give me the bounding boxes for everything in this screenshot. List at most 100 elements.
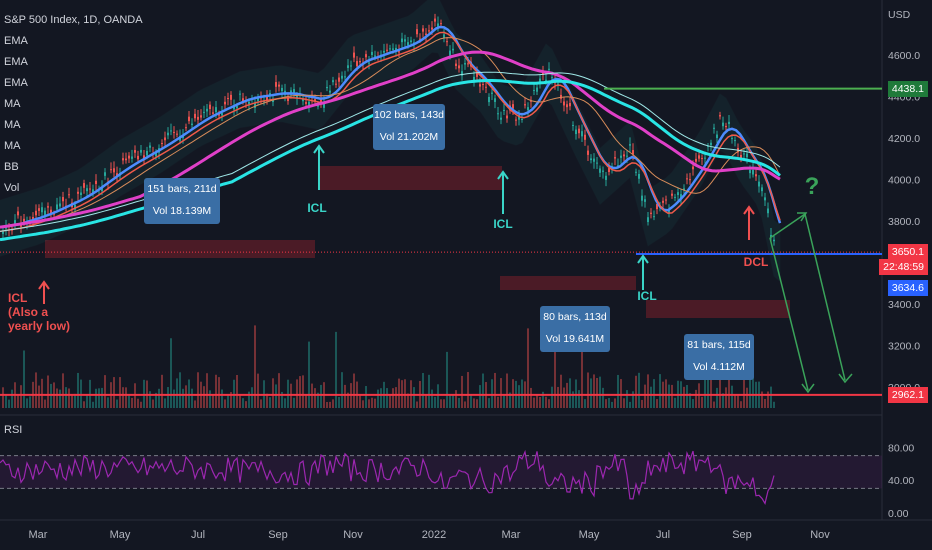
indicator-ema-3[interactable]: EMA: [4, 77, 28, 89]
volume-bar: [530, 387, 532, 408]
candle-body: [647, 217, 649, 223]
candle-body: [755, 174, 757, 177]
candle-body: [329, 90, 331, 93]
volume-bar: [749, 372, 751, 408]
candle-body: [125, 158, 127, 161]
volume-bar: [467, 372, 469, 408]
candle-body: [461, 71, 463, 76]
volume-bar: [563, 387, 565, 408]
candle-body: [374, 55, 376, 57]
candle-body: [506, 115, 508, 119]
volume-bar: [551, 386, 553, 408]
candle-body: [731, 138, 733, 140]
volume-bar: [80, 379, 82, 408]
candle-body: [545, 79, 547, 81]
candle-body: [41, 207, 43, 213]
indicator-ma-1[interactable]: MA: [4, 98, 21, 110]
volume-bar: [473, 398, 475, 408]
indicator-ma-3[interactable]: MA: [4, 140, 21, 152]
countdown-label: 22:48:59: [879, 259, 928, 275]
volume-bar: [479, 385, 481, 408]
volume-bar: [35, 372, 37, 408]
range-box-1[interactable]: 151 bars, 211d Vol 18.139M: [144, 178, 220, 224]
candle-body: [50, 209, 52, 214]
volume-bar: [74, 393, 76, 408]
candle-body: [704, 157, 706, 159]
candle-body: [638, 174, 640, 179]
volume-bar: [197, 372, 199, 408]
volume-bar: [392, 388, 394, 408]
candle-body: [527, 107, 529, 111]
candle-body: [569, 103, 571, 107]
candle-body: [191, 123, 193, 125]
question-mark-annotation: ?: [805, 173, 820, 200]
candle-body: [671, 193, 673, 196]
candle-body: [656, 204, 658, 210]
indicator-ma-2[interactable]: MA: [4, 119, 21, 131]
candle-body: [539, 78, 541, 84]
candle-body: [68, 194, 70, 196]
arrow-head: [38, 280, 50, 290]
volume-bar: [176, 378, 178, 408]
volume-bar: [770, 386, 772, 408]
volume-bar: [488, 398, 490, 408]
indicator-bb[interactable]: BB: [4, 161, 19, 173]
icl-label-2: ICL: [493, 217, 512, 231]
candle-body: [89, 188, 91, 190]
indicator-ema-1[interactable]: EMA: [4, 35, 28, 47]
volume-bar: [59, 389, 61, 408]
volume-bar: [326, 401, 328, 408]
candle-body: [383, 50, 385, 53]
volume-bar: [329, 401, 331, 408]
volume-bar: [164, 398, 166, 408]
arrow-head: [497, 170, 509, 180]
candle-body: [467, 63, 469, 65]
range-box-4[interactable]: 81 bars, 115d Vol 4.112M: [684, 334, 754, 380]
volume-bar: [23, 350, 25, 408]
range-box-3[interactable]: 80 bars, 113d Vol 19.641M: [540, 306, 610, 352]
volume-bar: [185, 385, 187, 408]
volume-bar: [455, 390, 457, 408]
candle-body: [320, 98, 322, 102]
candle-body: [338, 77, 340, 82]
candle-body: [617, 165, 619, 167]
volume-bar: [620, 379, 622, 408]
candle-body: [407, 42, 409, 46]
candle-body: [587, 150, 589, 155]
candle-body: [497, 113, 499, 115]
volume-bar: [452, 394, 454, 408]
volume-bar: [92, 401, 94, 408]
candle-body: [767, 208, 769, 214]
time-tick-label: May: [579, 529, 600, 541]
candle-body: [632, 150, 634, 155]
volume-bar: [398, 378, 400, 408]
candle-body: [719, 115, 721, 117]
candle-body: [185, 127, 187, 129]
range-box-2[interactable]: 102 bars, 143d Vol 21.202M: [373, 104, 445, 150]
volume-bar: [689, 393, 691, 408]
volume-bar: [83, 401, 85, 408]
volume-bar: [629, 401, 631, 408]
volume-bar: [443, 399, 445, 408]
indicator-ema-2[interactable]: EMA: [4, 56, 28, 68]
volume-bar: [389, 394, 391, 408]
volume-bar: [365, 386, 367, 408]
volume-bar: [371, 397, 373, 408]
volume-bar: [254, 325, 256, 408]
range-box-vol: Vol 19.641M: [545, 333, 605, 345]
candle-body: [443, 34, 445, 39]
indicator-vol[interactable]: Vol: [4, 182, 20, 194]
time-tick-label: Jul: [656, 529, 670, 541]
volume-bar: [671, 384, 673, 408]
volume-bar: [269, 397, 271, 408]
volume-bar: [272, 378, 274, 408]
volume-bar: [653, 379, 655, 408]
candle-body: [680, 194, 682, 199]
volume-bar: [611, 401, 613, 408]
volume-bar: [227, 394, 229, 408]
candle-body: [131, 156, 133, 159]
rsi-label[interactable]: RSI: [4, 424, 23, 436]
volume-bar: [461, 375, 463, 408]
candle-body: [428, 30, 430, 32]
